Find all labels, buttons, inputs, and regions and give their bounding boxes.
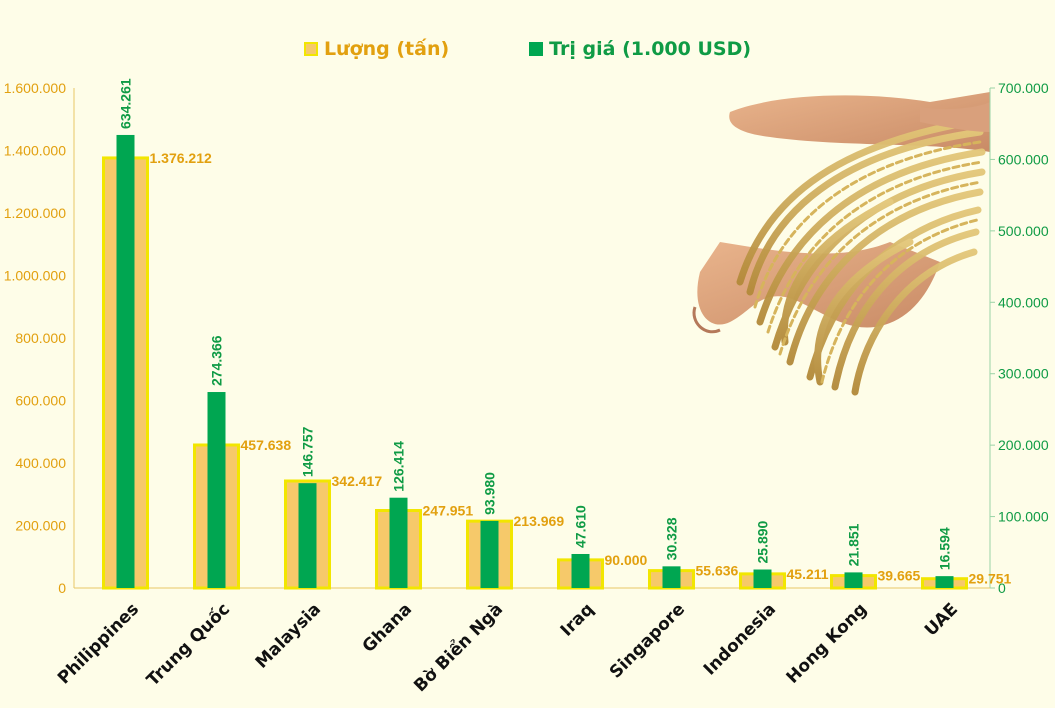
left-axis-tick-label: 1.600.000 <box>4 80 66 96</box>
right-axis-tick-label: 300.000 <box>998 366 1049 382</box>
bar-value <box>298 483 317 588</box>
bar-value <box>935 576 954 588</box>
left-axis-tick-label: 600.000 <box>15 393 66 409</box>
data-label-value: 146.757 <box>300 426 316 477</box>
x-axis-category-label: Indonesia <box>700 599 780 679</box>
x-axis-category-label: UAE <box>921 599 962 640</box>
bar-value <box>571 553 590 588</box>
legend-item-quantity[interactable]: Lượng (tấn) <box>303 38 450 60</box>
data-label-value: 126.414 <box>391 441 407 492</box>
right-axis-tick-label: 0 <box>998 580 1006 596</box>
data-label-value: 47.610 <box>573 505 589 548</box>
data-label-quantity: 1.376.212 <box>150 150 212 166</box>
legend-swatch-value <box>529 42 544 56</box>
right-axis-tick-label: 500.000 <box>998 223 1049 239</box>
x-axis-category-label: Bờ Biển Ngà <box>409 598 507 696</box>
data-label-quantity: 247.951 <box>423 503 474 519</box>
rice-hand-illustration <box>692 92 990 396</box>
x-axis-category-label: Malaysia <box>252 599 325 672</box>
left-axis-tick-label: 1.000.000 <box>4 268 66 284</box>
bar-value <box>480 520 499 588</box>
left-axis-tick-label: 800.000 <box>15 330 66 346</box>
bar-value <box>844 572 863 588</box>
right-axis-tick-label: 200.000 <box>998 437 1049 453</box>
data-label-quantity: 457.638 <box>241 437 292 453</box>
data-label-value: 634.261 <box>117 78 133 129</box>
bar-value <box>753 569 772 588</box>
data-label-value: 274.366 <box>209 335 225 386</box>
data-label-quantity: 45.211 <box>787 566 829 582</box>
data-label-value: 16.594 <box>937 527 953 570</box>
x-axis-category-label: Ghana <box>359 599 416 656</box>
x-axis-category-label: Trung Quốc <box>142 599 234 691</box>
data-label-value: 30.328 <box>664 517 680 560</box>
left-axis-tick-label: 400.000 <box>15 455 66 471</box>
data-label-quantity: 90.000 <box>605 552 648 568</box>
x-axis-category-label: Philippines <box>54 599 143 688</box>
bar-value <box>116 134 135 588</box>
legend-label-value: Trị giá (1.000 USD) <box>549 38 752 60</box>
data-label-quantity: 55.636 <box>696 563 739 579</box>
legend-swatch-quantity <box>303 42 318 56</box>
data-label-quantity: 39.665 <box>878 568 921 584</box>
right-axis-tick-label: 700.000 <box>998 80 1049 96</box>
legend-label-quantity: Lượng (tấn) <box>323 38 450 60</box>
bar-value <box>662 566 681 588</box>
left-axis-tick-label: 0 <box>58 580 66 596</box>
right-axis-tick-label: 600.000 <box>998 151 1049 167</box>
data-label-quantity: 342.417 <box>332 473 383 489</box>
chart-legend: Lượng (tấn) Trị giá (1.000 USD) <box>0 38 1055 60</box>
left-axis-tick-label: 1.200.000 <box>4 205 66 221</box>
x-axis-category-label: Iraq <box>557 599 598 640</box>
data-label-value: 93.980 <box>482 472 498 515</box>
data-label-quantity: 213.969 <box>514 513 565 529</box>
bar-value <box>389 497 408 588</box>
bar-value <box>207 392 226 588</box>
left-axis-tick-label: 200.000 <box>15 518 66 534</box>
data-label-value: 21.851 <box>846 523 862 566</box>
x-axis-category-label: Singapore <box>606 599 689 682</box>
right-axis-tick-label: 400.000 <box>998 294 1049 310</box>
data-label-value: 25.890 <box>755 520 771 563</box>
right-axis-tick-label: 100.000 <box>998 509 1049 525</box>
legend-item-value[interactable]: Trị giá (1.000 USD) <box>529 38 751 60</box>
left-axis-tick-label: 1.400.000 <box>4 143 66 159</box>
data-label-quantity: 29.751 <box>969 571 1012 587</box>
x-axis-category-label: Hong Kong <box>783 599 871 687</box>
